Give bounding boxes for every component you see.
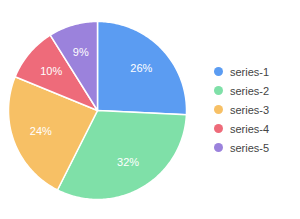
html-text:series-3: series-3 (230, 103, 270, 116)
html-text:series-1: series-1 (230, 65, 270, 78)
html-text:series-5: series-5 (230, 141, 270, 154)
html-text:series-4: series-4 (230, 122, 270, 135)
svg-text:10%: 10% (40, 65, 62, 77)
svg-text:24%: 24% (30, 125, 52, 137)
svg-text:9%: 9% (73, 46, 89, 58)
svg-text:32%: 32% (117, 156, 139, 168)
svg-text:26%: 26% (130, 62, 152, 74)
html-text:series-2: series-2 (230, 84, 270, 97)
